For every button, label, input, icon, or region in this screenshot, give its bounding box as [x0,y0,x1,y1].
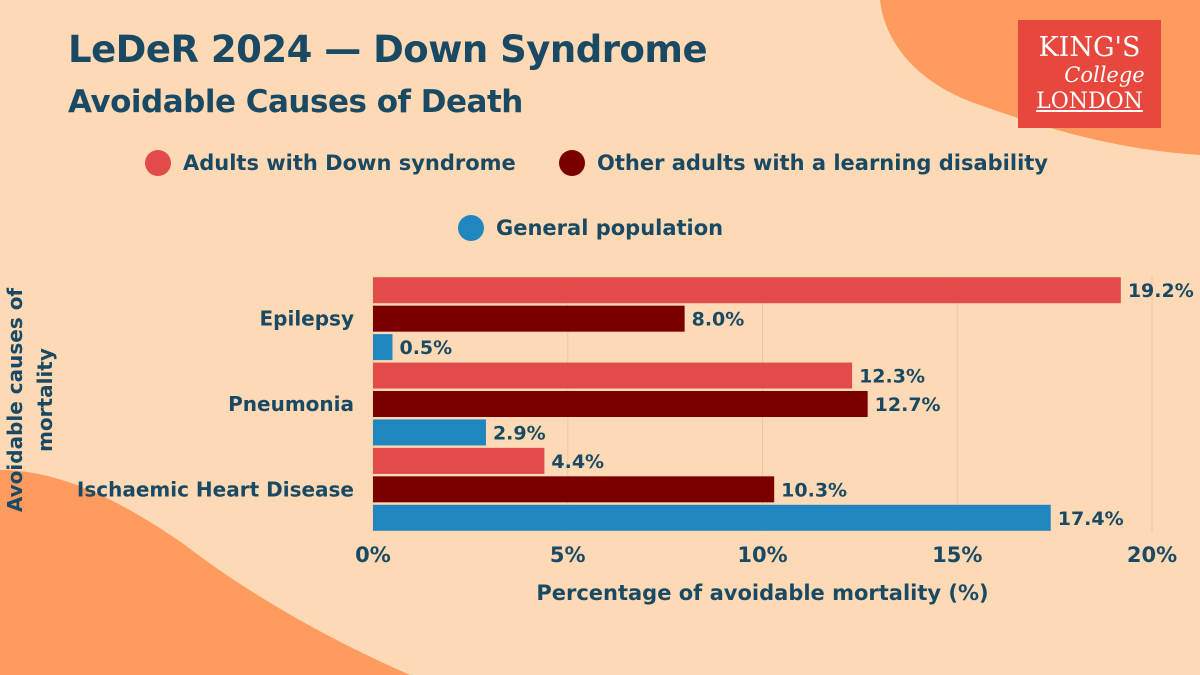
data-label-pneumonia-other-adults-with-a-learning-disability: 12.7% [875,394,941,416]
x-tick-label-2: 10% [737,543,787,567]
logo-line-kings: KING'S [1038,32,1141,63]
data-label-ischaemic-heart-disease-general-population: 17.4% [1058,508,1124,530]
data-label-epilepsy-adults-with-down-syndrome: 19.2% [1128,280,1194,302]
category-label-ischaemic-heart-disease: Ischaemic Heart Disease [77,477,354,501]
data-label-epilepsy-general-population: 0.5% [399,337,452,359]
bar-epilepsy-general-population [373,334,393,361]
data-label-pneumonia-general-population: 2.9% [493,422,546,444]
bar-ischaemic-heart-disease-general-population [373,504,1051,531]
legend-label-down-syndrome: Adults with Down syndrome [183,151,516,175]
legend-swatch-other-learning-disability [559,150,585,176]
data-label-ischaemic-heart-disease-other-adults-with-a-learning-disability: 10.3% [781,479,847,501]
bottom-left-orange-blob [0,470,410,675]
legend-item-down-syndrome: Adults with Down syndrome [145,150,516,176]
bar-pneumonia-general-population [373,419,486,446]
legend-item-general-population: General population [458,215,723,241]
category-label-pneumonia: Pneumonia [228,392,354,416]
legend-label-general-population: General population [496,216,724,240]
data-label-epilepsy-other-adults-with-a-learning-disability: 8.0% [692,309,745,331]
y-axis-label: Avoidable causes of mortality [3,288,57,513]
data-label-ischaemic-heart-disease-adults-with-down-syndrome: 4.4% [551,451,604,473]
x-tick-label-0: 0% [355,543,391,567]
x-tick-label-3: 15% [932,543,982,567]
category-label-epilepsy: Epilepsy [259,307,354,331]
data-label-pneumonia-adults-with-down-syndrome: 12.3% [859,366,925,388]
bar-epilepsy-adults-with-down-syndrome [373,277,1121,304]
x-axis-label: Percentage of avoidable mortality (%) [536,581,988,605]
y-axis-label-line-1: mortality [33,348,57,452]
legend-swatch-general-population [458,215,484,241]
bar-pneumonia-other-adults-with-a-learning-disability [373,391,868,417]
logo-line-london: LONDON [1036,89,1143,114]
logo-line-college: College [1064,63,1145,87]
x-tick-label-1: 5% [550,543,586,567]
y-axis-label-line-0: Avoidable causes of [3,288,27,513]
page-subtitle: Avoidable Causes of Death [68,84,523,120]
bar-ischaemic-heart-disease-other-adults-with-a-learning-disability [373,476,775,503]
legend-label-other-learning-disability: Other adults with a learning disability [597,151,1048,175]
kings-college-london-logo: KING'S College LONDON [1018,20,1161,128]
bar-ischaemic-heart-disease-adults-with-down-syndrome [373,447,545,474]
bar-pneumonia-adults-with-down-syndrome [373,362,853,389]
x-tick-label-4: 20% [1127,543,1177,567]
legend-item-other-learning-disability: Other adults with a learning disability [559,150,1048,176]
page-title: LeDeR 2024 — Down Syndrome [68,28,708,71]
bar-epilepsy-other-adults-with-a-learning-disability [373,305,685,332]
legend-swatch-down-syndrome [145,150,171,176]
